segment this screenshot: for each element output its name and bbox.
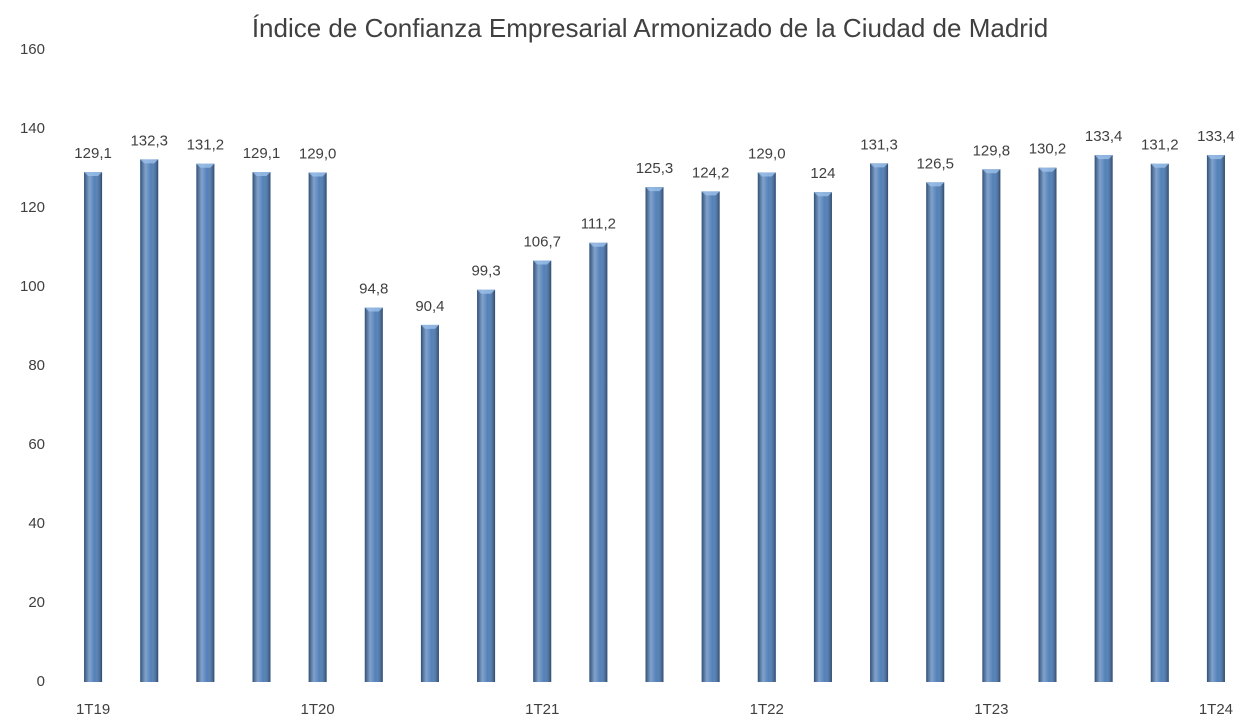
y-tick-label: 80 xyxy=(28,357,45,374)
y-tick-label: 40 xyxy=(28,515,45,532)
bar-shade xyxy=(252,172,271,682)
bar-bevel xyxy=(533,260,552,265)
data-label: 129,1 xyxy=(74,145,112,162)
bar-bevel xyxy=(364,307,383,312)
chart-title: Índice de Confianza Empresarial Armoniza… xyxy=(252,13,1048,43)
bar-shade xyxy=(813,192,832,682)
bar-shade xyxy=(308,172,327,682)
data-label: 130,2 xyxy=(1029,141,1067,158)
bar-bevel xyxy=(645,187,664,192)
data-label: 129,8 xyxy=(973,142,1011,159)
bar-bevel xyxy=(196,163,215,168)
x-tick-label: 1T24 xyxy=(1199,701,1233,718)
y-tick-label: 160 xyxy=(20,41,45,58)
data-label: 125,3 xyxy=(636,160,674,177)
bar-bevel xyxy=(477,289,496,294)
data-label: 129,1 xyxy=(243,145,281,162)
bar-shade xyxy=(1038,167,1057,682)
data-label: 131,2 xyxy=(187,137,225,154)
y-tick-label: 0 xyxy=(37,673,45,690)
data-label: 124,2 xyxy=(692,164,730,181)
bar-shade xyxy=(84,172,103,682)
bar-bevel xyxy=(589,242,608,247)
bar-shade xyxy=(420,324,439,682)
bar-shade xyxy=(477,289,496,682)
data-label: 124 xyxy=(810,165,835,182)
bar-bevel xyxy=(1150,163,1169,168)
bar-shade xyxy=(196,163,215,682)
bar-shade xyxy=(1206,155,1225,682)
data-label: 90,4 xyxy=(415,298,444,315)
bar-bevel xyxy=(84,172,103,177)
bar-shade xyxy=(870,163,889,683)
bar-bevel xyxy=(420,324,439,329)
data-label: 106,7 xyxy=(523,234,561,251)
bar-bevel xyxy=(252,172,271,177)
bar-shade xyxy=(1150,163,1169,682)
x-tick-label: 1T19 xyxy=(76,701,110,718)
bar-shade xyxy=(757,172,776,682)
data-label: 131,2 xyxy=(1141,137,1179,154)
data-label: 126,5 xyxy=(916,155,954,172)
bar-shade xyxy=(533,260,552,682)
bar-bevel xyxy=(1038,167,1057,172)
bar-shade xyxy=(589,242,608,682)
data-label: 133,4 xyxy=(1197,128,1235,145)
bar-shade xyxy=(645,187,664,682)
y-tick-label: 60 xyxy=(28,436,45,453)
data-label: 94,8 xyxy=(359,281,388,298)
y-tick-label: 120 xyxy=(20,199,45,216)
data-label: 131,3 xyxy=(860,136,898,153)
bar-shade xyxy=(1094,155,1113,682)
bar-shade xyxy=(701,191,720,682)
data-label: 129,0 xyxy=(299,145,337,162)
bar-shade xyxy=(982,169,1001,683)
bar-bevel xyxy=(1094,155,1113,160)
bar-shade xyxy=(364,307,383,682)
y-tick-label: 100 xyxy=(20,278,45,295)
y-tick-label: 20 xyxy=(28,594,45,611)
data-label: 111,2 xyxy=(581,216,616,233)
bar-bevel xyxy=(813,192,832,197)
data-label: 129,0 xyxy=(748,145,786,162)
bar-bevel xyxy=(870,163,889,168)
y-tick-label: 140 xyxy=(20,120,45,137)
x-tick-label: 1T22 xyxy=(750,701,784,718)
x-tick-label: 1T23 xyxy=(974,701,1008,718)
bar-bevel xyxy=(701,191,720,196)
data-label: 133,4 xyxy=(1085,128,1123,145)
bar-bevel xyxy=(926,182,945,187)
bar-bevel xyxy=(1206,155,1225,160)
data-label: 132,3 xyxy=(130,132,168,149)
bar-shade xyxy=(926,182,945,682)
bar-bevel xyxy=(982,169,1001,174)
bar-bevel xyxy=(140,159,159,164)
x-tick-label: 1T21 xyxy=(525,701,559,718)
bar-bevel xyxy=(757,172,776,177)
bar-bevel xyxy=(308,172,327,177)
data-label: 99,3 xyxy=(471,263,500,280)
x-tick-label: 1T20 xyxy=(301,701,335,718)
bar-shade xyxy=(140,159,159,683)
